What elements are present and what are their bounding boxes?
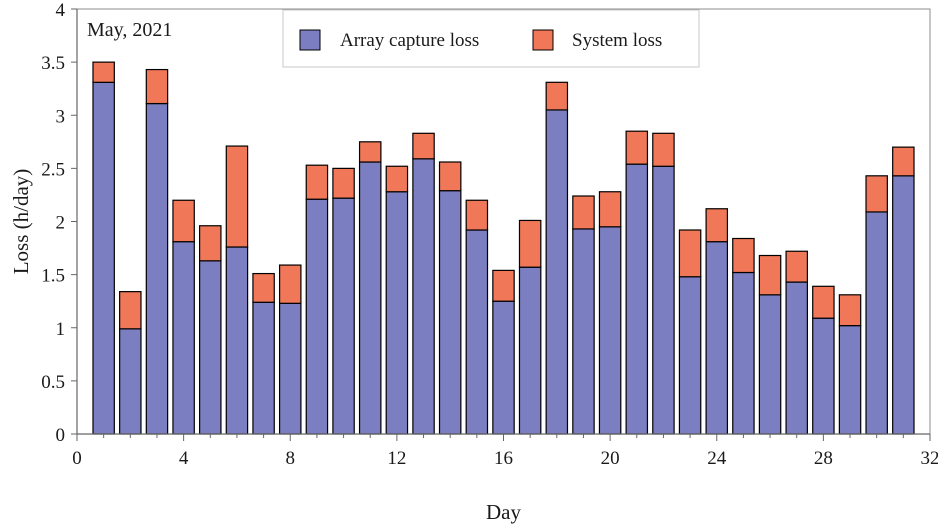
- y-tick-label: 3: [56, 106, 66, 127]
- bar-system-loss-day-5: [199, 225, 222, 262]
- bar-system-loss-day-28: [812, 285, 835, 319]
- bar-system-loss-day-7: [252, 272, 275, 303]
- bar-array-capture-loss-day-16: [492, 300, 515, 435]
- bar-system-loss-day-12: [385, 165, 409, 193]
- bar-array-capture-loss-day-22: [652, 165, 675, 435]
- x-tick-label: 8: [286, 448, 296, 469]
- bar-array-capture-loss-day-8: [278, 302, 302, 435]
- bars-group: [92, 61, 915, 435]
- bar-array-capture-loss-day-20: [598, 226, 622, 435]
- bar-system-loss-day-8: [278, 264, 302, 304]
- y-tick-label: 4: [56, 0, 66, 21]
- bar-array-capture-loss-day-25: [732, 271, 755, 435]
- x-tick-label: 28: [814, 448, 833, 469]
- axes-group: 0 4 8 12 16 20 24 28 32 0 0.5 1 1.5 2 2.5 3 3.5 4: [41, 0, 938, 469]
- bar-system-loss-day-20: [598, 191, 622, 228]
- bar-system-loss-day-26: [758, 254, 782, 296]
- bar-array-capture-loss-day-18: [545, 109, 569, 435]
- x-tick-label: 12: [387, 448, 406, 469]
- bar-array-capture-loss-day-15: [465, 229, 489, 435]
- y-tick-label: 0: [56, 425, 66, 446]
- bar-array-capture-loss-day-5: [199, 260, 222, 435]
- bar-array-capture-loss-day-11: [358, 161, 382, 435]
- bar-array-capture-loss-day-6: [225, 246, 249, 435]
- y-tick-label: 2.5: [41, 159, 65, 180]
- bar-system-loss-day-21: [625, 130, 649, 165]
- chart-annotation: May, 2021: [87, 19, 172, 41]
- legend-label-system-loss: System loss: [572, 30, 662, 51]
- bar-system-loss-day-30: [865, 175, 888, 213]
- bar-array-capture-loss-day-31: [892, 175, 915, 435]
- bar-system-loss-day-16: [492, 269, 515, 302]
- bar-system-loss-day-29: [838, 294, 862, 327]
- legend: Array capture loss System loss: [282, 9, 700, 68]
- bar-array-capture-loss-day-9: [305, 198, 329, 435]
- y-axis-title: Loss (h/day): [9, 169, 33, 275]
- bar-system-loss-day-6: [225, 145, 249, 248]
- bar-array-capture-loss-day-21: [625, 163, 649, 435]
- bar-system-loss-day-3: [145, 68, 169, 105]
- bar-array-capture-loss-day-27: [785, 281, 808, 435]
- bar-system-loss-day-18: [545, 81, 569, 111]
- bar-system-loss-day-22: [652, 132, 675, 167]
- legend-swatch-array-capture-loss: [299, 29, 321, 51]
- bar-system-loss-day-27: [785, 250, 808, 283]
- bar-array-capture-loss-day-4: [172, 241, 195, 435]
- bar-system-loss-day-13: [412, 132, 435, 160]
- x-axis-title: Day: [486, 500, 521, 524]
- bar-array-capture-loss-day-12: [385, 191, 409, 435]
- bar-array-capture-loss-day-29: [838, 325, 862, 435]
- bar-system-loss-day-19: [572, 195, 595, 230]
- bar-array-capture-loss-day-10: [332, 197, 355, 435]
- bar-array-capture-loss-day-26: [758, 294, 782, 435]
- bar-array-capture-loss-day-1: [92, 81, 115, 435]
- y-tick-label: 1: [56, 319, 66, 340]
- x-tick-label: 4: [179, 448, 189, 469]
- bar-array-capture-loss-day-14: [438, 190, 462, 435]
- bar-array-capture-loss-day-7: [252, 301, 275, 435]
- bar-system-loss-day-10: [332, 167, 355, 199]
- bar-system-loss-day-2: [119, 291, 142, 330]
- bar-system-loss-day-4: [172, 199, 195, 243]
- legend-label-array-capture-loss: Array capture loss: [340, 30, 479, 51]
- x-tick-label: 20: [601, 448, 620, 469]
- y-tick-label: 0.5: [41, 372, 65, 393]
- bar-array-capture-loss-day-23: [678, 276, 702, 435]
- x-tick-label: 16: [494, 448, 513, 469]
- x-tick-label: 32: [921, 448, 938, 469]
- legend-swatch-system-loss: [532, 29, 554, 51]
- y-tick-label: 3.5: [41, 53, 65, 74]
- legend-box: [282, 9, 700, 68]
- bar-system-loss-day-23: [678, 229, 702, 278]
- bar-system-loss-day-1: [92, 61, 115, 83]
- x-tick-label: 0: [72, 448, 82, 469]
- bar-array-capture-loss-day-28: [812, 317, 835, 435]
- bar-system-loss-day-14: [438, 161, 462, 192]
- bar-array-capture-loss-day-24: [705, 241, 729, 435]
- bar-system-loss-day-25: [732, 237, 755, 274]
- y-tick-label: 1.5: [41, 266, 65, 287]
- bar-system-loss-day-24: [705, 208, 729, 243]
- bar-array-capture-loss-day-2: [119, 328, 142, 435]
- bar-array-capture-loss-day-19: [572, 228, 595, 435]
- bar-array-capture-loss-day-3: [145, 102, 169, 435]
- bar-array-capture-loss-day-30: [865, 211, 888, 435]
- bar-system-loss-day-17: [518, 219, 542, 268]
- bar-system-loss-day-11: [358, 141, 382, 163]
- bar-system-loss-day-15: [465, 199, 489, 231]
- bar-system-loss-day-31: [892, 146, 915, 177]
- bar-system-loss-day-9: [305, 164, 329, 200]
- y-tick-label: 2: [56, 213, 66, 234]
- bar-array-capture-loss-day-17: [518, 266, 542, 435]
- bar-array-capture-loss-day-13: [412, 158, 435, 435]
- x-tick-label: 24: [707, 448, 727, 469]
